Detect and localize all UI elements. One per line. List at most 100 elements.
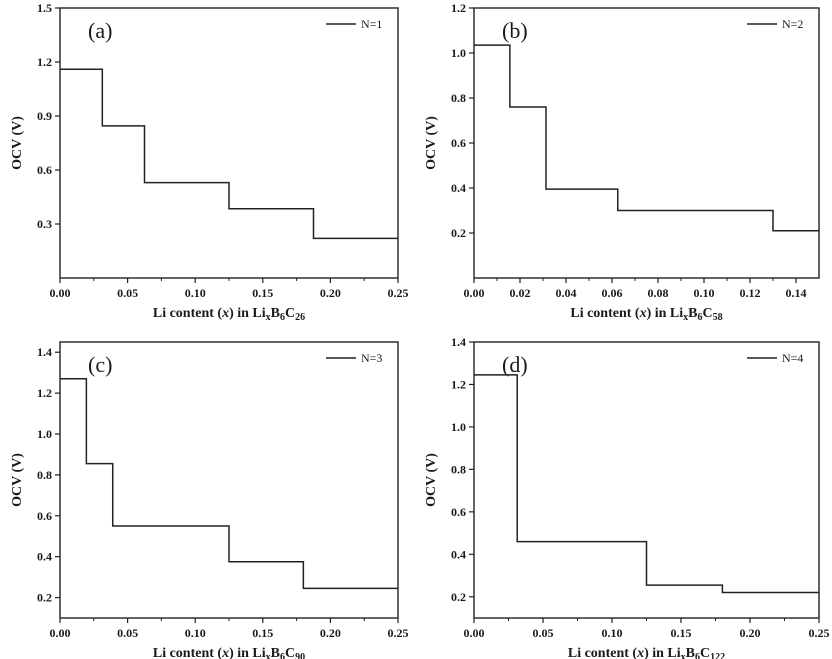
x-tick-label: 0.05 [117, 626, 138, 640]
plot-frame [59, 7, 399, 279]
x-axis-label-mid2: B [688, 306, 697, 321]
y-tick-label: 1.0 [37, 427, 52, 441]
legend-label: N=4 [782, 351, 803, 365]
x-tick-label: 0.05 [533, 626, 554, 640]
x-axis-label-sub3: 90 [295, 652, 305, 659]
legend-label: N=3 [361, 351, 382, 365]
x-tick-label: 0.08 [648, 286, 669, 300]
x-tick-label: 0.20 [320, 286, 341, 300]
x-axis-label-pre: Li content ( [568, 646, 638, 659]
x-axis-label-pre: Li content ( [153, 306, 223, 321]
x-tick-label: 0.10 [602, 626, 623, 640]
y-axis-label: OCV (V) [424, 453, 439, 507]
x-tick-label: 0.20 [320, 626, 341, 640]
y-tick-label: 1.2 [451, 1, 466, 15]
series-line-N=3 [60, 378, 398, 590]
panel-label: (a) [88, 18, 112, 43]
y-tick-label: 0.4 [451, 181, 466, 195]
x-tick-label: 0.14 [786, 286, 807, 300]
legend-label: N=1 [361, 17, 382, 31]
y-axis-label: OCV (V) [424, 116, 439, 170]
series-line-N=4 [474, 374, 819, 594]
y-tick-label: 0.2 [37, 591, 52, 605]
x-axis-label-sub2: 6 [698, 312, 703, 323]
x-axis-label: Li content (x) in LixB6C26 [153, 306, 305, 323]
panel-a: 0.00 0.05 0.10 0.15 0.20 0.25 0.3 0.6 0.9 1.2 1.5 O… [10, 1, 409, 323]
x-axis-label-mid3: C [285, 306, 295, 321]
x-tick-label: 0.10 [694, 286, 715, 300]
x-tick-label: 0.20 [740, 626, 761, 640]
x-axis-label-mid2: B [271, 646, 280, 659]
legend-label: N=2 [782, 17, 803, 31]
y-tick-label: 0.8 [37, 468, 52, 482]
x-axis-label-var: x [636, 646, 644, 659]
x-axis-label-pre: Li content ( [153, 646, 223, 659]
y-tick-label: 1.5 [37, 1, 52, 15]
y-axis-label: OCV (V) [10, 116, 25, 170]
x-axis-label-mid3: C [285, 646, 295, 659]
x-axis-label-mid: ) in Li [229, 306, 266, 321]
x-axis-label-var: x [221, 646, 229, 659]
y-tick-label: 1.0 [451, 420, 466, 434]
x-tick-label: 0.25 [388, 286, 409, 300]
panel-label: (b) [502, 18, 528, 43]
y-tick-label: 0.6 [451, 505, 466, 519]
x-tick-label: 0.15 [252, 286, 273, 300]
y-tick-label: 0.3 [37, 217, 52, 231]
y-tick-label: 0.6 [37, 163, 52, 177]
x-tick-label: 0.05 [117, 286, 138, 300]
plot-frame [473, 7, 820, 279]
x-tick-label: 0.10 [185, 286, 206, 300]
x-tick-label: 0.25 [809, 626, 830, 640]
plot-frame [59, 341, 399, 619]
panel-d: 0.00 0.05 0.10 0.15 0.20 0.25 0.2 0.4 0.6 0.8 1.0 1… [424, 335, 830, 659]
x-tick-label: 0.15 [252, 626, 273, 640]
x-tick-label: 0.00 [50, 286, 71, 300]
x-axis-label: Li content (x) in LixB6C58 [570, 306, 722, 323]
x-axis-label-mid: ) in Li [644, 646, 681, 659]
x-tick-label: 0.10 [185, 626, 206, 640]
x-axis-label-sub3: 26 [295, 312, 305, 323]
x-axis-label-sub2: 6 [280, 312, 285, 323]
x-axis-label-sub2: 6 [280, 652, 285, 659]
x-tick-label: 0.12 [740, 286, 761, 300]
x-axis-label-mid2: B [686, 646, 695, 659]
x-axis-label: Li content (x) in LixB6C122 [568, 646, 725, 659]
x-axis-label-sub1: x [266, 652, 271, 659]
y-tick-label: 0.4 [451, 547, 466, 561]
panel-c: 0.00 0.05 0.10 0.15 0.20 0.25 0.2 0.4 0.6 0.8 1.0 1… [10, 341, 409, 659]
x-tick-label: 0.06 [602, 286, 623, 300]
x-axis-label-sub2: 6 [695, 652, 700, 659]
y-axis-label: OCV (V) [10, 453, 25, 507]
y-tick-label: 0.9 [37, 109, 52, 123]
panel-label: (d) [502, 352, 528, 377]
x-axis-label-mid3: C [700, 646, 710, 659]
x-axis-label-sub1: x [266, 312, 271, 323]
y-tick-label: 0.6 [37, 509, 52, 523]
x-axis-label-pre: Li content ( [570, 306, 640, 321]
x-axis-label-sub1: x [681, 652, 686, 659]
x-axis-label-sub3: 58 [713, 312, 723, 323]
y-tick-label: 1.4 [451, 335, 466, 349]
x-axis-label-var: x [639, 306, 647, 321]
y-tick-label: 0.8 [451, 91, 466, 105]
y-tick-label: 0.2 [451, 226, 466, 240]
x-axis-label-sub3: 122 [710, 652, 725, 659]
x-tick-label: 0.04 [556, 286, 577, 300]
y-tick-label: 1.2 [37, 55, 52, 69]
y-tick-label: 1.4 [37, 345, 52, 359]
series-line-N=1 [60, 68, 398, 240]
x-axis-label-mid: ) in Li [647, 306, 684, 321]
x-tick-label: 0.02 [510, 286, 531, 300]
x-tick-label: 0.00 [50, 626, 71, 640]
x-axis-label-mid2: B [271, 306, 280, 321]
y-tick-label: 0.4 [37, 550, 52, 564]
y-tick-label: 1.2 [451, 377, 466, 391]
panel-b: 0.00 0.02 0.04 0.06 0.08 0.10 0.12 0.14 0.2 0.4 0.… [424, 1, 820, 323]
x-axis-label-mid: ) in Li [229, 646, 266, 659]
series-line-N=2 [474, 44, 819, 232]
panel-label: (c) [88, 352, 112, 377]
y-tick-label: 1.0 [451, 46, 466, 60]
x-axis-label-mid3: C [703, 306, 713, 321]
y-tick-label: 1.2 [37, 386, 52, 400]
